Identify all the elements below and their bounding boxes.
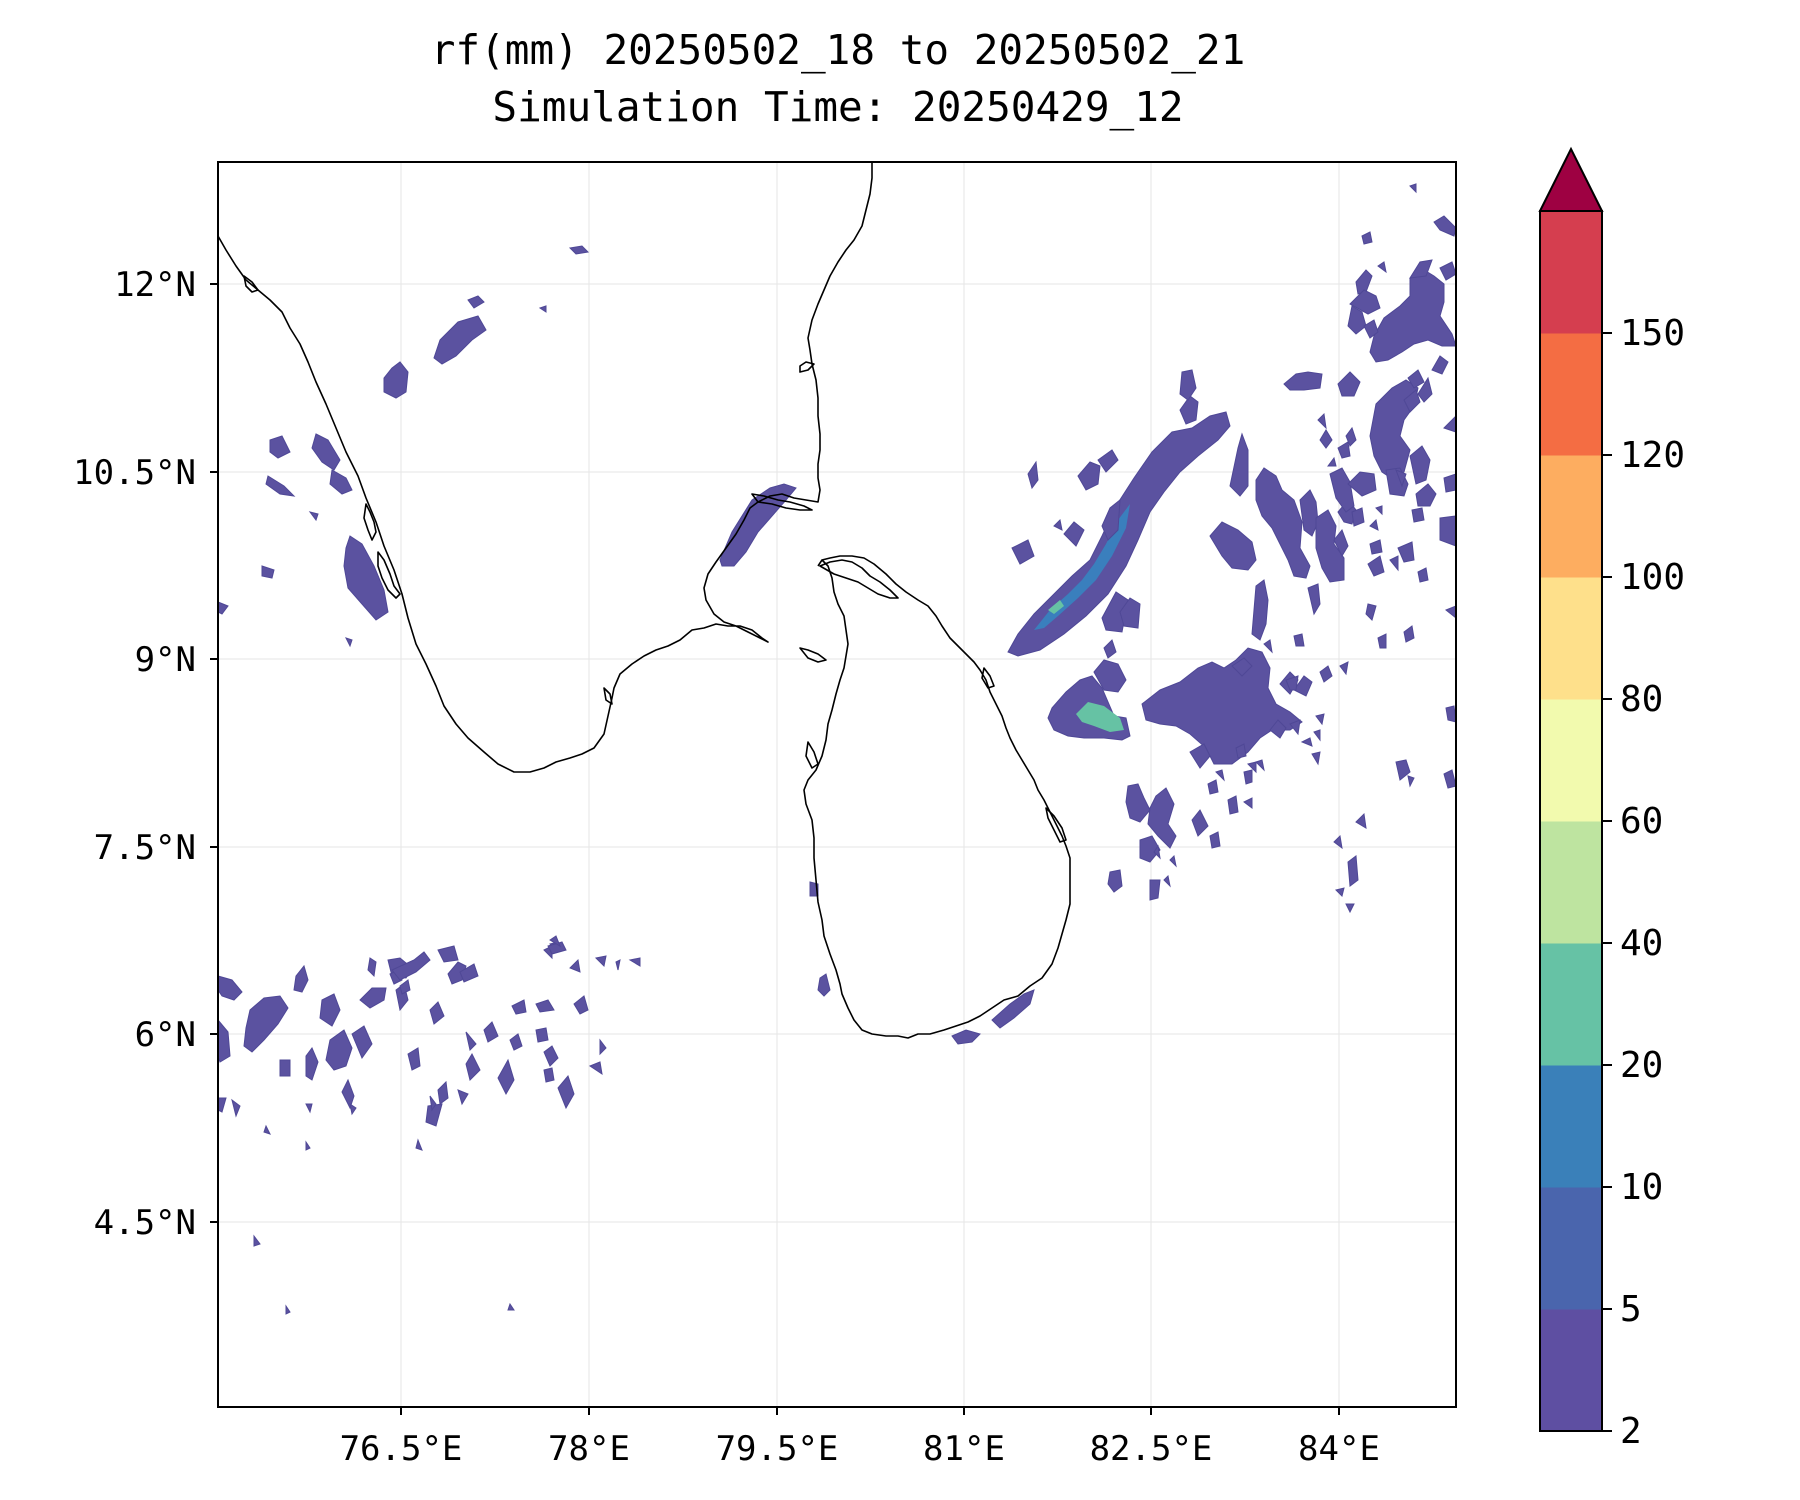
colorbar-segment bbox=[1540, 455, 1602, 578]
colorbar-label: 150 bbox=[1620, 313, 1685, 354]
colorbar-segment bbox=[1540, 333, 1602, 456]
colorbar-label: 10 bbox=[1620, 1167, 1663, 1208]
mannar-island bbox=[799, 647, 827, 663]
map-title: rf(mm) 20250502_18 to 20250502_21 bbox=[431, 26, 1246, 74]
x-tick-label: 78°E bbox=[548, 1429, 630, 1469]
map-plot-area bbox=[217, 161, 1457, 1408]
coastlines bbox=[217, 162, 1071, 1039]
colorbar-segment bbox=[1540, 821, 1602, 944]
colorbar-label: 100 bbox=[1620, 557, 1685, 598]
rameswaram-island bbox=[751, 493, 813, 511]
colorbar-label: 60 bbox=[1620, 801, 1663, 842]
palk-bay-inlet bbox=[799, 361, 815, 373]
karnataka-inlet bbox=[243, 275, 259, 293]
colorbar-segment bbox=[1540, 699, 1602, 822]
colorbar-segment bbox=[1540, 211, 1602, 334]
rain-kerala-coast bbox=[217, 245, 590, 648]
colorbar-label: 20 bbox=[1620, 1045, 1663, 1086]
y-tick-label: 6°N bbox=[135, 1015, 196, 1055]
plot-background bbox=[218, 162, 1456, 1407]
x-tick-label: 79.5°E bbox=[716, 1429, 839, 1469]
tn-coast-inlet bbox=[603, 687, 613, 705]
x-tick-label: 82.5°E bbox=[1090, 1429, 1213, 1469]
map-subtitle: Simulation Time: 20250429_12 bbox=[492, 83, 1183, 131]
mannar-bay bbox=[805, 741, 819, 769]
lanka-east-inlet bbox=[1045, 807, 1067, 843]
colorbar-segment bbox=[1540, 943, 1602, 1066]
y-tick-label: 10.5°N bbox=[73, 453, 196, 493]
india-coastline bbox=[217, 162, 873, 773]
colorbar-segment bbox=[1540, 1065, 1602, 1188]
colorbar-label: 120 bbox=[1620, 435, 1685, 476]
colorbar-segment bbox=[1540, 1309, 1602, 1432]
rain-bay-of-bengal bbox=[1007, 183, 1457, 914]
rain-palk-strait bbox=[719, 483, 797, 567]
colorbar: 2 5 10 20 40 60 80 100 120 150 bbox=[1538, 146, 1685, 1452]
colorbar-label: 80 bbox=[1620, 679, 1663, 720]
y-tick-label: 9°N bbox=[135, 640, 196, 680]
x-axis: 76.5°E 78°E 79.5°E 81°E 82.5°E 84°E bbox=[340, 1407, 1380, 1469]
y-tick-label: 4.5°N bbox=[94, 1203, 196, 1243]
x-tick-label: 76.5°E bbox=[340, 1429, 463, 1469]
y-tick-label: 7.5°N bbox=[94, 828, 196, 868]
colorbar-extend-arrow bbox=[1538, 146, 1604, 212]
y-axis: 12°N 10.5°N 9°N 7.5°N 6°N 4.5°N bbox=[73, 265, 218, 1243]
gridlines bbox=[218, 162, 1456, 1407]
colorbar-label: 5 bbox=[1620, 1289, 1642, 1330]
kerala-lagoon bbox=[377, 551, 401, 599]
plot-frame bbox=[217, 161, 1457, 1408]
x-tick-label: 81°E bbox=[923, 1429, 1005, 1469]
colorbar-segment bbox=[1540, 1187, 1602, 1310]
x-tick-label: 84°E bbox=[1298, 1429, 1380, 1469]
sri-lanka-coastline bbox=[803, 555, 1071, 1039]
lanka-northeast-inlet bbox=[981, 667, 995, 689]
y-tick-label: 12°N bbox=[114, 265, 196, 305]
rain-sri-lanka bbox=[809, 881, 1035, 1045]
colorbar-label: 40 bbox=[1620, 923, 1663, 964]
kerala-backwaters bbox=[363, 503, 377, 541]
jaffna-peninsula bbox=[819, 559, 899, 599]
colorbar-label: 2 bbox=[1620, 1411, 1642, 1452]
colorbar-segment bbox=[1540, 577, 1602, 700]
